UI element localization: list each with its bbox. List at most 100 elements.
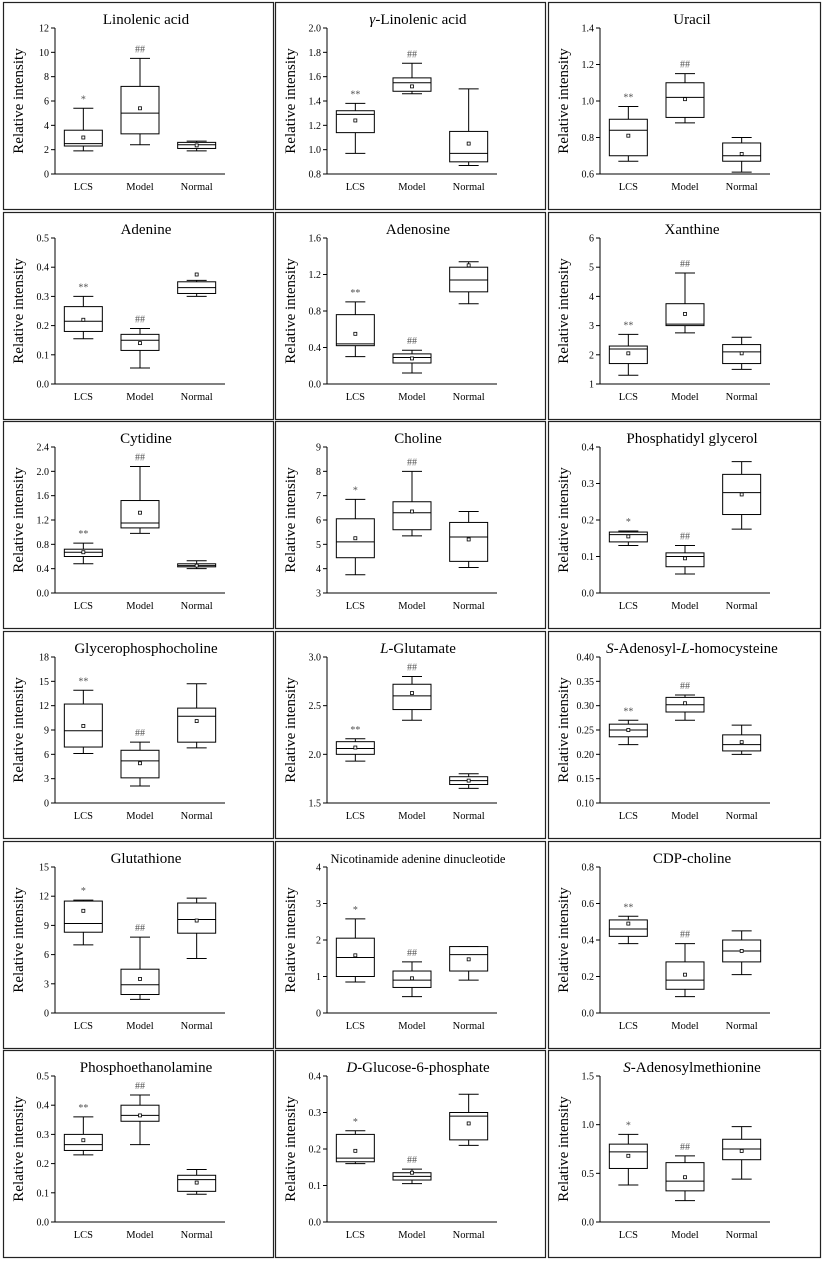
y-tick-label: 4 bbox=[316, 863, 321, 874]
y-tick-label: 9 bbox=[316, 443, 321, 454]
y-tick-label: 8 bbox=[44, 72, 49, 83]
significance-marker: * bbox=[353, 905, 358, 916]
y-axis-label: Relative intensity bbox=[556, 1096, 572, 1202]
panel-linolenic-acid: Linolenic acid Relative intensity 0 2 4 6 8 10 1… bbox=[2, 1, 275, 211]
significance-marker: ## bbox=[135, 923, 145, 934]
category-label: Model bbox=[126, 392, 153, 403]
significance-marker: ## bbox=[407, 662, 417, 673]
panel-title: Glutathione bbox=[111, 851, 182, 867]
y-tick-label: 3 bbox=[44, 979, 49, 990]
significance-marker: ## bbox=[135, 728, 145, 739]
category-label: Normal bbox=[726, 811, 758, 822]
iqr-box bbox=[120, 968, 160, 996]
panel-title-part: Choline bbox=[394, 431, 442, 447]
y-tick-label: 12 bbox=[39, 24, 49, 35]
category-label: Normal bbox=[181, 392, 213, 403]
y-axis-label: Relative intensity bbox=[556, 48, 572, 154]
category-label: Model bbox=[398, 601, 425, 612]
y-tick-label: 8 bbox=[316, 467, 321, 478]
box-normal bbox=[722, 336, 762, 370]
y-tick-label: 12 bbox=[39, 892, 49, 903]
panel-title: S-Adenosyl-L-homocysteine bbox=[606, 641, 778, 657]
y-tick-label: 15 bbox=[39, 863, 49, 874]
mean-marker bbox=[138, 106, 142, 111]
mean-marker bbox=[138, 761, 142, 766]
mean-marker bbox=[739, 1149, 744, 1153]
significance-marker: ## bbox=[680, 681, 690, 692]
mean-marker bbox=[410, 356, 414, 361]
iqr-box bbox=[63, 900, 103, 933]
category-label: LCS bbox=[346, 1230, 365, 1241]
category-label: Normal bbox=[181, 182, 213, 193]
mean-marker bbox=[466, 537, 471, 542]
box-lcs: ** bbox=[608, 92, 648, 162]
category-label: LCS bbox=[74, 601, 93, 612]
box-lcs: ** bbox=[608, 706, 648, 746]
box-model: ## bbox=[120, 923, 160, 1000]
y-tick-label: 0.1 bbox=[309, 1181, 322, 1192]
mean-marker bbox=[353, 953, 358, 958]
significance-marker: ## bbox=[407, 457, 417, 468]
category-label: Normal bbox=[726, 601, 758, 612]
category-label: LCS bbox=[619, 1230, 638, 1241]
box-normal bbox=[722, 461, 762, 530]
mean-marker bbox=[81, 550, 86, 555]
panel-title-part: CDP-choline bbox=[653, 851, 732, 867]
mean-marker bbox=[81, 135, 86, 140]
panel-title-part: γ bbox=[369, 12, 376, 28]
panel-title: Nicotinamide adenine dinucleotide bbox=[331, 852, 506, 866]
y-axis-label: Relative intensity bbox=[11, 677, 27, 783]
y-tick-label: 0.0 bbox=[309, 1218, 322, 1229]
box-model: ## bbox=[392, 1155, 432, 1185]
iqr-box bbox=[449, 521, 489, 562]
panel-cdp-choline: CDP-choline Relative intensity 0.0 0.2 0.4 0.… bbox=[547, 840, 822, 1050]
mean-marker bbox=[353, 331, 358, 336]
y-axis-label: Relative intensity bbox=[283, 887, 299, 993]
significance-marker: ** bbox=[78, 529, 88, 540]
y-tick-label: 0.0 bbox=[37, 1218, 50, 1229]
panel-title: Adenine bbox=[121, 222, 172, 238]
y-axis-label: Relative intensity bbox=[11, 467, 27, 573]
mean-marker bbox=[739, 492, 744, 497]
box-normal bbox=[722, 1126, 762, 1180]
iqr-box bbox=[392, 683, 432, 711]
panel-xanthine: Xanthine Relative intensity 1 2 3 4 5 6 ** LCS ## M… bbox=[547, 211, 822, 421]
y-tick-label: 0.3 bbox=[309, 1108, 322, 1119]
y-tick-label: 0.1 bbox=[582, 552, 595, 563]
category-label: Normal bbox=[453, 182, 485, 193]
y-tick-label: 0.2 bbox=[37, 321, 50, 332]
mean-marker bbox=[626, 1153, 631, 1158]
y-tick-label: 0 bbox=[44, 799, 49, 810]
y-tick-label: 0.30 bbox=[577, 701, 595, 712]
panel-cytidine: Cytidine Relative intensity 0.0 0.4 0.8 1.2 1.… bbox=[2, 420, 275, 630]
y-tick-label: 3 bbox=[44, 774, 49, 785]
category-label: Normal bbox=[453, 811, 485, 822]
panel-title-part: S bbox=[623, 1060, 631, 1076]
y-tick-label: 1.8 bbox=[309, 48, 322, 59]
panel-title: L-Glutamate bbox=[379, 641, 456, 657]
iqr-box bbox=[120, 1104, 160, 1122]
y-tick-label: 0.20 bbox=[577, 750, 595, 761]
significance-marker: ## bbox=[680, 1142, 690, 1153]
y-tick-label: 10 bbox=[39, 48, 49, 59]
panel-title: Choline bbox=[394, 431, 442, 447]
panel-title-part: Glutathione bbox=[111, 851, 182, 867]
y-axis-label: Relative intensity bbox=[556, 467, 572, 573]
significance-marker: ** bbox=[78, 282, 88, 293]
panel-title-part: D bbox=[345, 1060, 357, 1076]
significance-marker: ## bbox=[135, 44, 145, 55]
box-normal bbox=[449, 1093, 489, 1146]
y-tick-label: 0.0 bbox=[582, 1009, 595, 1020]
panel-frame bbox=[274, 1, 547, 211]
y-tick-label: 0.4 bbox=[37, 564, 50, 575]
panel-adenosine: Adenosine Relative intensity 0.0 0.4 0.8 1.2 1… bbox=[274, 211, 547, 421]
panel-frame bbox=[274, 211, 547, 421]
box-normal bbox=[722, 137, 762, 173]
panel-s-adenosyl-l-homocysteine: S-Adenosyl-L-homocysteine Relative intens… bbox=[547, 630, 822, 840]
box-model: ## bbox=[120, 452, 160, 534]
box-lcs: * bbox=[608, 517, 648, 547]
y-tick-label: 2.0 bbox=[37, 467, 50, 478]
y-tick-label: 1 bbox=[589, 380, 594, 391]
y-tick-label: 0.4 bbox=[309, 343, 322, 354]
